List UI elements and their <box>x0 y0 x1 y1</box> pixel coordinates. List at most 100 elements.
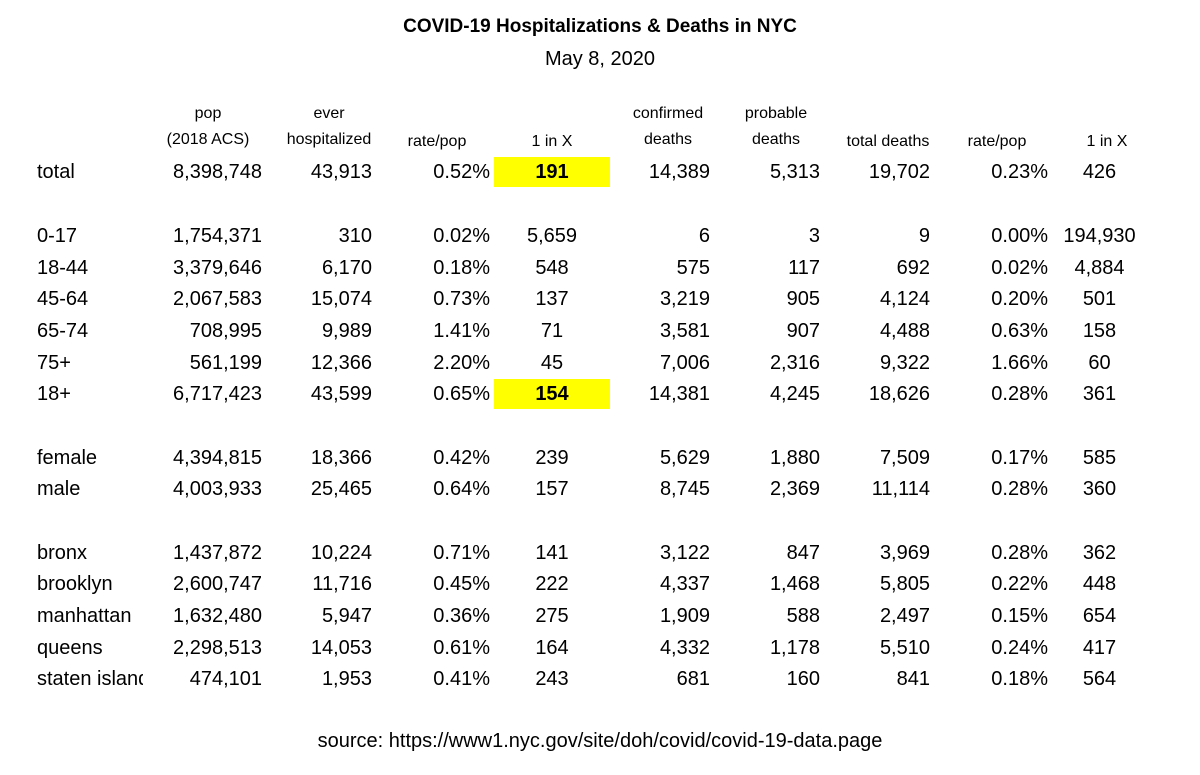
row-label: 45-64 <box>37 288 89 310</box>
header-confirmed: confirmed deaths <box>620 101 716 153</box>
cell-rate: 0.45% <box>433 573 490 595</box>
header-one-in-line1: 1 in X <box>531 133 573 150</box>
cell-death-rate: 0.23% <box>991 161 1048 183</box>
cell-probable-deaths: 1,880 <box>769 447 820 469</box>
cell-pop: 4,394,815 <box>173 447 262 469</box>
row-label: brooklyn <box>37 573 113 595</box>
source-note: source: https://www1.nyc.gov/site/doh/co… <box>317 730 883 752</box>
cell-hospitalized: 43,913 <box>310 161 372 183</box>
cell-probable-deaths: 907 <box>786 320 820 342</box>
header-one-in2-line1: 1 in X <box>1086 133 1128 150</box>
cell-death-rate: 0.15% <box>991 605 1048 627</box>
table-title: COVID-19 Hospitalizations & Deaths in NY… <box>403 16 797 37</box>
cell-pop: 2,600,747 <box>173 573 262 595</box>
cell-hospitalized: 14,053 <box>310 637 372 659</box>
cell-confirmed-deaths: 4,337 <box>659 573 710 595</box>
table-row-staten-island: staten island 474,101 1,953 0.41% 243 68… <box>0 664 1200 694</box>
cell-hospitalized: 18,366 <box>310 447 372 469</box>
cell-death-one-in: 654 <box>1082 605 1117 627</box>
row-label: bronx <box>37 542 88 564</box>
header-total-deaths: total deaths <box>830 129 946 155</box>
cell-total-deaths: 4,124 <box>879 288 930 310</box>
cell-probable-deaths: 1,468 <box>769 573 820 595</box>
cell-one-in: 548 <box>535 257 569 279</box>
cell-pop: 2,067,583 <box>173 288 262 310</box>
cell-death-rate: 0.00% <box>991 225 1048 247</box>
cell-death-rate: 0.18% <box>991 668 1048 690</box>
cell-rate: 0.71% <box>433 542 490 564</box>
cell-death-rate: 1.66% <box>991 352 1048 374</box>
cell-death-one-in: 501 <box>1082 288 1117 310</box>
table-row-manhattan: manhattan 1,632,480 5,947 0.36% 275 1,90… <box>0 601 1200 631</box>
cell-hospitalized: 25,465 <box>310 478 372 500</box>
table-row-age-18-44: 18-44 3,379,646 6,170 0.18% 548 575 117 … <box>0 253 1200 283</box>
row-label: female <box>37 447 98 469</box>
cell-hospitalized: 10,224 <box>310 542 372 564</box>
cell-hospitalized: 9,989 <box>321 320 372 342</box>
cell-one-in: 157 <box>535 478 569 500</box>
header-hospitalized: ever hospitalized <box>272 101 386 153</box>
cell-total-deaths: 5,510 <box>879 637 930 659</box>
table-row-female: female 4,394,815 18,366 0.42% 239 5,629 … <box>0 443 1200 473</box>
cell-confirmed-deaths: 6 <box>698 225 710 247</box>
header-rate-line1: rate/pop <box>407 133 467 150</box>
table-row-bronx: bronx 1,437,872 10,224 0.71% 141 3,122 8… <box>0 538 1200 568</box>
row-label: 75+ <box>37 352 71 374</box>
cell-rate: 0.65% <box>433 383 490 405</box>
cell-rate: 0.18% <box>433 257 490 279</box>
cell-rate: 0.41% <box>433 668 490 690</box>
cell-pop: 561,199 <box>189 352 262 374</box>
cell-confirmed-deaths: 3,581 <box>659 320 710 342</box>
cell-one-in: 5,659 <box>526 225 578 247</box>
header-probable: probable deaths <box>728 101 824 153</box>
table-row-queens: queens 2,298,513 14,053 0.61% 164 4,332 … <box>0 633 1200 663</box>
header-pop-line1: pop <box>194 105 222 122</box>
header-pop: pop (2018 ACS) <box>150 101 266 153</box>
cell-total-deaths: 2,497 <box>879 605 930 627</box>
header-pop-line2: (2018 ACS) <box>166 131 250 148</box>
cell-one-in: 164 <box>535 637 569 659</box>
cell-one-in: 141 <box>535 542 569 564</box>
table-row-age-65-74: 65-74 708,995 9,989 1.41% 71 3,581 907 4… <box>0 316 1200 346</box>
cell-pop: 4,003,933 <box>173 478 262 500</box>
cell-total-deaths: 18,626 <box>868 383 930 405</box>
cell-rate: 0.42% <box>433 447 490 469</box>
cell-confirmed-deaths: 3,122 <box>659 542 710 564</box>
cell-hospitalized: 15,074 <box>310 288 372 310</box>
cell-one-in-highlighted: 191 <box>494 157 610 187</box>
row-label: queens <box>37 637 103 659</box>
cell-confirmed-deaths: 14,389 <box>648 161 710 183</box>
cell-total-deaths: 9,322 <box>879 352 930 374</box>
cell-probable-deaths: 3 <box>808 225 820 247</box>
row-label: 0-17 <box>37 225 78 247</box>
header-hosp-line2: hospitalized <box>286 131 372 148</box>
cell-hospitalized: 43,599 <box>310 383 372 405</box>
cell-death-one-in: 4,884 <box>1074 257 1125 279</box>
cell-confirmed-deaths: 8,745 <box>659 478 710 500</box>
cell-probable-deaths: 117 <box>788 257 820 279</box>
cell-confirmed-deaths: 7,006 <box>659 352 710 374</box>
cell-death-rate: 0.17% <box>991 447 1048 469</box>
cell-rate: 0.02% <box>433 225 490 247</box>
cell-hospitalized: 1,953 <box>321 668 372 690</box>
cell-confirmed-deaths: 3,219 <box>659 288 710 310</box>
cell-death-rate: 0.24% <box>991 637 1048 659</box>
cell-total-deaths: 9 <box>918 225 930 247</box>
cell-pop: 1,754,371 <box>173 225 262 247</box>
cell-rate: 2.20% <box>433 352 490 374</box>
header-rate2: rate/pop <box>952 129 1042 155</box>
table-date: May 8, 2020 <box>544 48 656 70</box>
cell-pop: 8,398,748 <box>173 161 262 183</box>
cell-death-one-in: 564 <box>1082 668 1117 690</box>
cell-hospitalized: 310 <box>338 225 372 247</box>
cell-pop: 1,437,872 <box>173 542 262 564</box>
cell-confirmed-deaths: 14,381 <box>648 383 710 405</box>
table-row-age-18-plus: 18+ 6,717,423 43,599 0.65% 154 14,381 4,… <box>0 379 1200 409</box>
cell-total-deaths: 19,702 <box>868 161 930 183</box>
cell-death-rate: 0.20% <box>991 288 1048 310</box>
header-probable-line2: deaths <box>751 131 801 148</box>
header-confirmed-line2: deaths <box>643 131 693 148</box>
cell-death-one-in: 360 <box>1082 478 1117 500</box>
cell-death-rate: 0.22% <box>991 573 1048 595</box>
cell-one-in: 222 <box>535 573 569 595</box>
